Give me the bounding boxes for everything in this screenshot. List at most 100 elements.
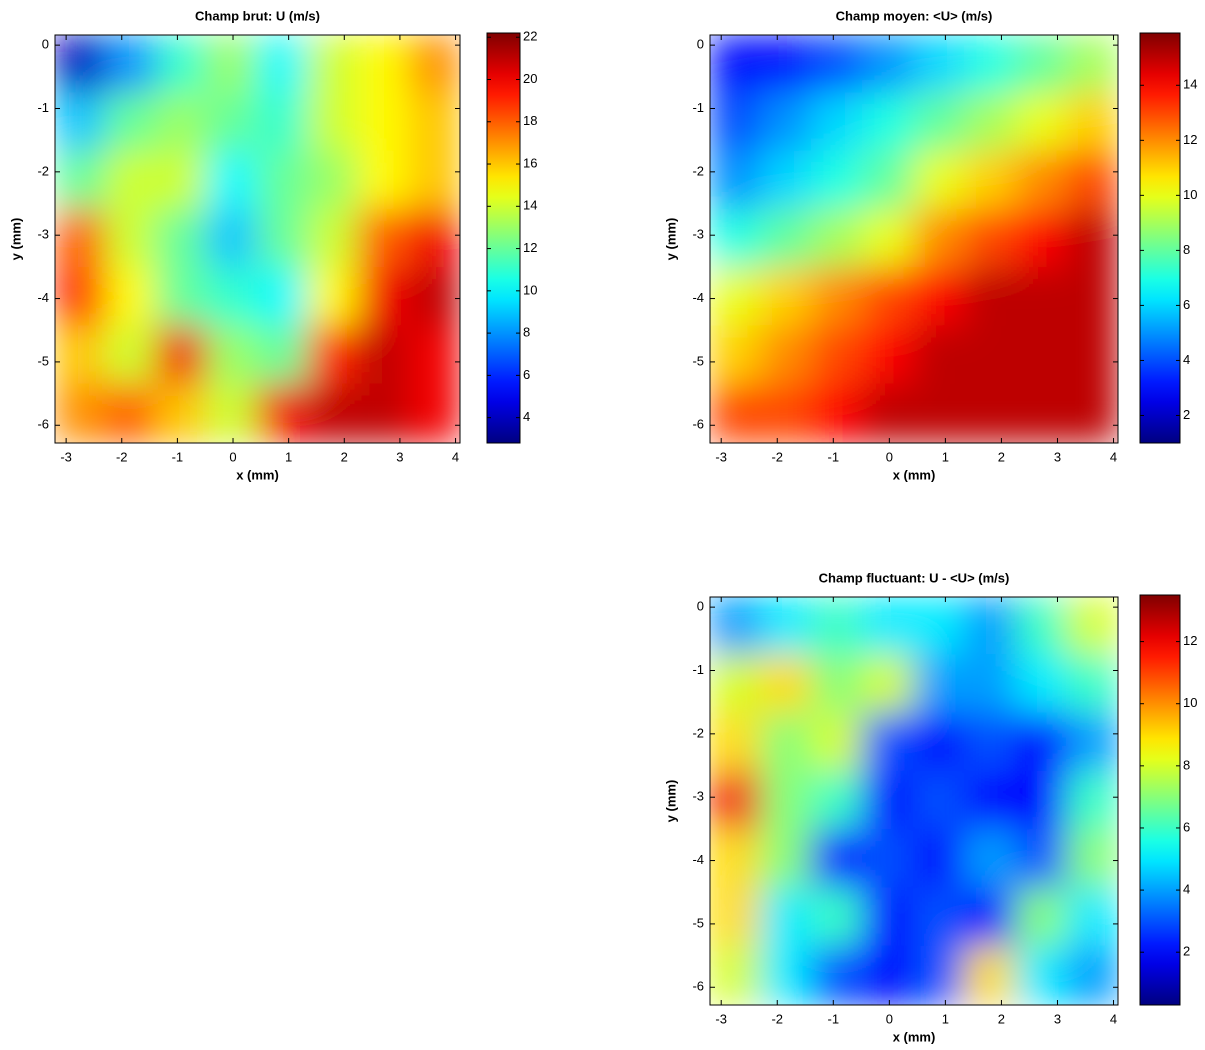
heat-cell <box>760 208 813 270</box>
colorbar <box>486 32 521 444</box>
heat-cell <box>307 35 360 95</box>
colorbar <box>1139 32 1181 444</box>
heat-cell <box>408 208 460 270</box>
heat-cell <box>862 829 915 890</box>
y-tick-label: -2 <box>692 163 704 178</box>
heat-cell <box>1015 597 1068 657</box>
x-tick-label: 1 <box>942 449 949 464</box>
heat-cell <box>913 770 966 832</box>
heat-cell <box>1066 92 1118 153</box>
axes-frame <box>709 596 1119 1006</box>
heatmap-cells <box>710 597 1118 1005</box>
axes-frame <box>54 34 461 444</box>
colorbar-tick-label: 10 <box>1183 187 1197 202</box>
colorbar-tick-label: 12 <box>1183 132 1197 147</box>
heat-cell <box>710 597 762 657</box>
x-tick-label: 4 <box>1110 449 1117 464</box>
heat-cell <box>710 92 762 153</box>
heat-cell <box>408 267 460 328</box>
chart-title: Champ brut: U (m/s) <box>195 8 320 23</box>
heat-cell <box>862 597 915 657</box>
colorbar-tick-label: 18 <box>523 113 537 128</box>
heat-cell <box>913 267 966 328</box>
heat-cell <box>55 35 107 95</box>
heat-cell <box>811 383 864 443</box>
heat-cell <box>1015 383 1068 443</box>
heat-cell <box>760 770 813 832</box>
heat-cell <box>307 150 360 211</box>
heat-cell <box>913 35 966 95</box>
heat-cell <box>104 92 158 153</box>
y-tick-label: -3 <box>37 227 49 242</box>
heatmap-cells <box>710 35 1118 443</box>
heat-cell <box>55 383 107 443</box>
colorbar-tick-label: 10 <box>523 282 537 297</box>
heat-cell <box>760 35 813 95</box>
x-tick-label: 0 <box>886 449 893 464</box>
heat-cell <box>155 92 208 153</box>
heat-cell <box>760 829 813 890</box>
heat-cell <box>55 325 107 386</box>
heat-cell <box>913 887 966 948</box>
heat-cell <box>964 383 1017 443</box>
heat-cell <box>55 208 107 270</box>
heat-cell <box>104 267 158 328</box>
x-tick-label: 0 <box>229 449 236 464</box>
colorbar-tick-label: 6 <box>1183 297 1190 312</box>
heat-cell <box>964 829 1017 890</box>
x-axis-label: x (mm) <box>893 467 936 482</box>
heat-cell <box>1066 712 1118 773</box>
heat-cell <box>811 92 864 153</box>
heat-cell <box>1066 770 1118 832</box>
x-tick-label: 3 <box>1054 1011 1061 1026</box>
y-tick-label: -5 <box>692 353 704 368</box>
heat-cell <box>357 35 411 95</box>
x-tick-label: 1 <box>942 1011 949 1026</box>
heat-cell <box>964 92 1017 153</box>
colorbar-tick-label: 4 <box>1183 882 1190 897</box>
heat-cell <box>710 887 762 948</box>
colorbar-tick-label: 8 <box>523 325 530 340</box>
colorbar-tick-label: 8 <box>1183 757 1190 772</box>
y-tick-label: -4 <box>37 290 49 305</box>
heat-cell <box>760 325 813 386</box>
heat-cell <box>55 92 107 153</box>
heat-cell <box>811 770 864 832</box>
heat-cell <box>760 887 813 948</box>
y-tick-label: -1 <box>692 662 704 677</box>
heat-cell <box>256 92 310 153</box>
heat-cell <box>1066 150 1118 211</box>
heat-cell <box>408 150 460 211</box>
x-tick-label: -1 <box>828 449 840 464</box>
heat-cell <box>710 35 762 95</box>
y-tick-label: -5 <box>37 353 49 368</box>
heat-cell <box>760 267 813 328</box>
y-axis-label: y (mm) <box>663 218 678 261</box>
chart-title: Champ fluctuant: U - <U> (m/s) <box>819 570 1010 585</box>
colorbar-tick-label: 14 <box>523 198 537 213</box>
heat-cell <box>964 150 1017 211</box>
heat-cell <box>104 325 158 386</box>
colorbar-tick-label: 4 <box>1183 352 1190 367</box>
heat-cell <box>307 208 360 270</box>
heat-cell <box>104 150 158 211</box>
heat-cell <box>205 208 259 270</box>
heat-cell <box>710 829 762 890</box>
heat-cell <box>862 712 915 773</box>
heat-cell <box>1066 325 1118 386</box>
heat-cell <box>760 945 813 1005</box>
heat-cell <box>357 383 411 443</box>
heat-cell <box>760 654 813 715</box>
heat-cell <box>155 208 208 270</box>
heat-cell <box>760 597 813 657</box>
heat-cell <box>862 35 915 95</box>
heat-cell <box>1015 92 1068 153</box>
heat-cell <box>205 150 259 211</box>
colorbar-tick-label: 16 <box>523 155 537 170</box>
heat-cell <box>811 712 864 773</box>
y-tick-label: -1 <box>692 100 704 115</box>
heat-cell <box>710 325 762 386</box>
heat-cell <box>1066 267 1118 328</box>
heat-cell <box>1015 829 1068 890</box>
heat-cell <box>862 770 915 832</box>
